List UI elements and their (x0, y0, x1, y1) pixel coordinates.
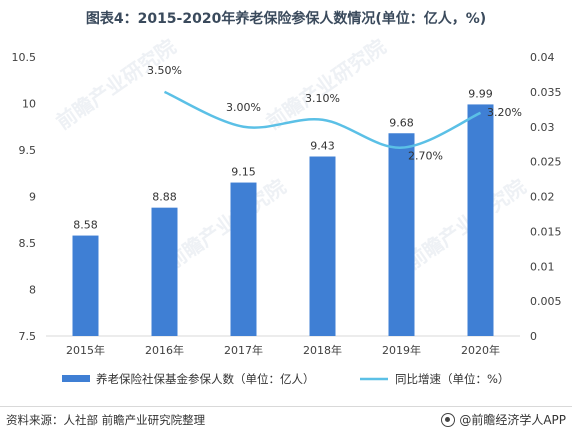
line-value-labels: 3.50% 3.00% 3.10% 2.70% 3.20% (147, 64, 522, 163)
line-value-label: 2.70% (408, 150, 443, 163)
bar-value-label: 8.58 (73, 219, 98, 232)
bar-series (72, 104, 494, 337)
line-value-label: 3.10% (305, 92, 340, 105)
bar (230, 182, 257, 336)
left-tick-label: 8 (29, 284, 36, 297)
x-tick-label: 2017年 (224, 343, 263, 357)
x-axis: 2015年 2016年 2017年 2018年 2019年 2020年 (66, 343, 500, 357)
right-tick-label: 0 (530, 330, 537, 343)
bar-value-label: 9.68 (389, 116, 414, 129)
bar (467, 104, 494, 337)
x-tick-label: 2016年 (145, 343, 184, 357)
bar (72, 235, 99, 336)
legend-bar-swatch (62, 375, 90, 382)
right-tick-label: 0.02 (530, 191, 555, 204)
brand-logo-icon (441, 412, 456, 427)
right-tick-label: 0.015 (530, 225, 562, 238)
source-note: 资料来源：人社部 前瞻产业研究院整理 (6, 413, 206, 427)
right-tick-label: 0.04 (530, 51, 555, 64)
left-tick-label: 8.5 (19, 237, 37, 250)
left-tick-label: 9.5 (19, 144, 37, 157)
bar-value-label: 9.43 (310, 140, 335, 153)
watermark-text: 前瞻产业研究院 (52, 34, 180, 134)
footer-divider (0, 406, 572, 407)
right-tick-label: 0.025 (530, 156, 562, 169)
line-value-label: 3.20% (487, 106, 522, 119)
legend: 养老保险社保基金参保人数（单位：亿人） 同比增速（单位：%） (62, 372, 509, 386)
line-value-label: 3.00% (226, 101, 261, 114)
line-value-label: 3.50% (147, 64, 182, 77)
left-axis: 7.5 8 8.5 9 9.5 10 10.5 (12, 51, 37, 343)
bar-value-label: 9.15 (231, 166, 256, 179)
legend-bar-label: 养老保险社保基金参保人数（单位：亿人） (96, 372, 315, 386)
watermark-text: 前瞻产业研究院 (402, 174, 530, 274)
watermark-text: 前瞻产业研究院 (162, 174, 290, 274)
bar-value-label: 9.99 (468, 87, 493, 100)
bar (309, 156, 336, 336)
bar-value-label: 8.88 (152, 191, 177, 204)
left-tick-label: 9 (29, 191, 36, 204)
brand-text: @前瞻经济学人APP (459, 413, 566, 427)
right-tick-label: 0.03 (530, 121, 555, 134)
legend-line-label: 同比增速（单位：%） (395, 372, 509, 386)
bar (388, 133, 415, 336)
growth-line (163, 90, 482, 149)
x-tick-label: 2019年 (382, 343, 421, 357)
left-tick-label: 10 (22, 98, 36, 111)
x-tick-label: 2018年 (303, 343, 342, 357)
x-tick-label: 2020年 (461, 343, 500, 357)
chart-title: 图表4：2015-2020年养老保险参保人数情况(单位：亿人，%) (85, 11, 487, 27)
left-tick-label: 7.5 (19, 330, 37, 343)
brand: @前瞻经济学人APP (441, 411, 566, 428)
right-tick-label: 0.035 (530, 86, 562, 99)
right-tick-label: 0.01 (530, 260, 555, 273)
right-axis: 0 0.005 0.01 0.015 0.02 0.025 0.03 0.035 0.04 (530, 51, 562, 343)
right-tick-label: 0.005 (530, 295, 562, 308)
bar-value-labels: 8.58 8.88 9.15 9.43 9.68 9.99 (73, 87, 493, 231)
x-tick-label: 2015年 (66, 343, 105, 357)
bar (151, 207, 178, 336)
left-tick-label: 10.5 (12, 51, 37, 64)
